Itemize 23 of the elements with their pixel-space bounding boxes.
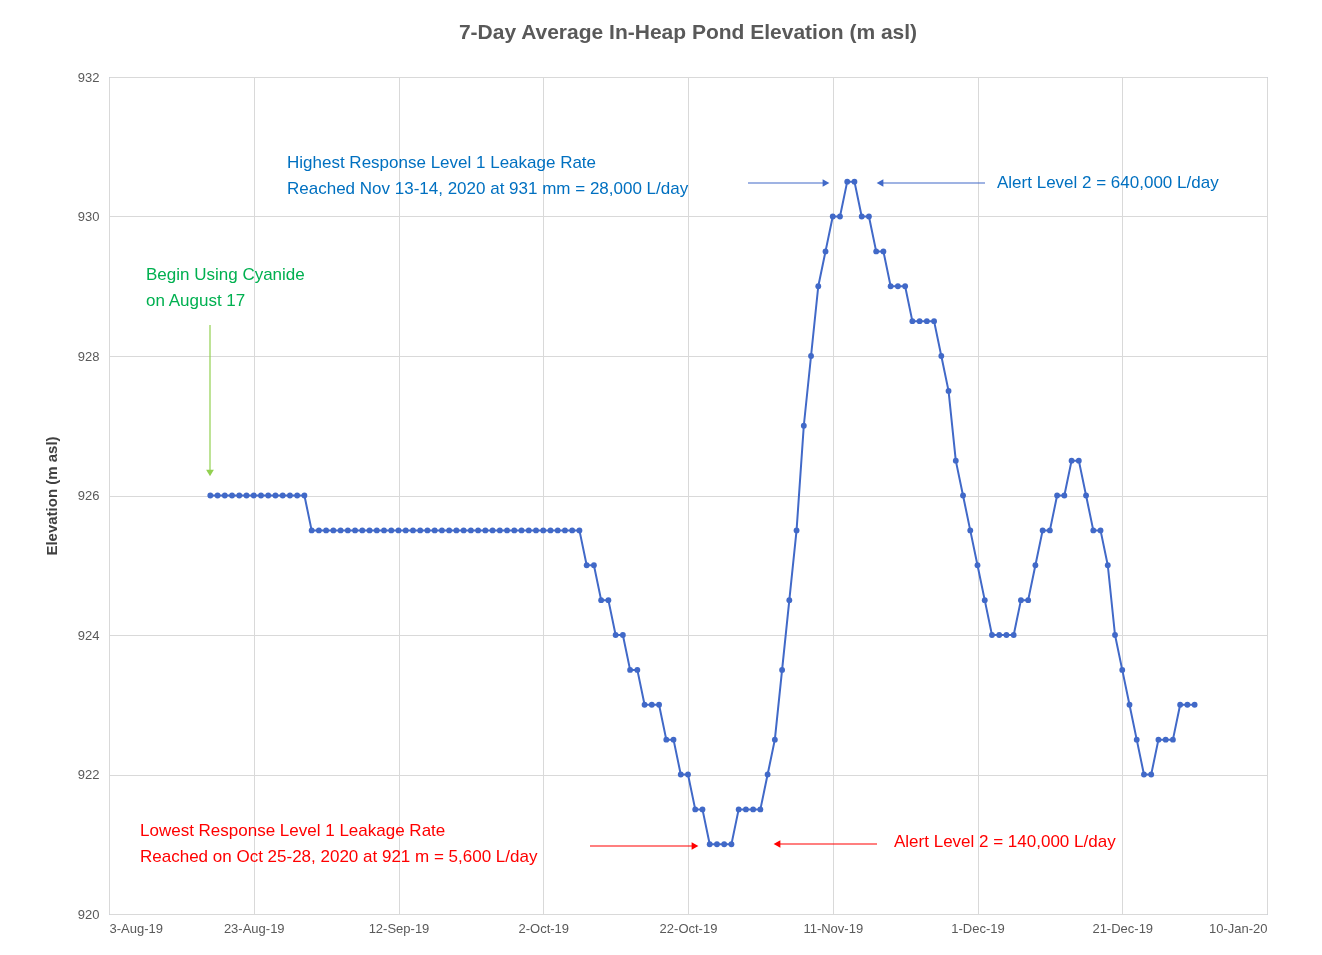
x-tick-label: 2-Oct-19 [518, 920, 570, 936]
y-tick-label: 928 [77, 348, 100, 364]
x-tick-label: 3-Aug-19 [109, 920, 163, 936]
y-tick-label: 926 [77, 488, 100, 503]
annotation: Highest Response Level 1 Leakage Rate Reached Nov 13-14, 2020 at 931 mm = 28,000 L/day [287, 153, 689, 198]
y-tick-label: 932 [77, 69, 100, 85]
y-tick-label: 920 [77, 906, 100, 922]
annotation: Begin Using Cyanide on August 17 [146, 265, 305, 310]
x-tick-label: 21-Dec-19 [1092, 920, 1154, 936]
y-tick-label: 924 [77, 627, 100, 643]
x-tick-label: 1-Dec-19 [951, 920, 1005, 936]
y-axis-title: Elevation (m asl) [42, 436, 60, 556]
y-tick-label: 930 [77, 209, 100, 224]
x-tick-label: 23-Aug-19 [223, 920, 285, 936]
annotation: Lowest Response Level 1 Leakage Rate Reached on Oct 25-28, 2020 at 921 m = 5,600 L/day [140, 821, 538, 866]
x-tick-label: 22-Oct-19 [659, 920, 718, 936]
chart-title: 7-Day Average In-Heap Pond Elevation (m asl) [458, 20, 918, 43]
x-tick-label: 12-Sep-19 [368, 920, 430, 936]
y-tick-label: 922 [77, 767, 100, 782]
annotation: Alert Level 2 = 640,000 L/day [997, 173, 1220, 192]
x-tick-label: 10-Jan-20 [1208, 920, 1268, 936]
x-tick-label: 11-Nov-19 [803, 920, 864, 936]
annotation: Alert Level 2 = 140,000 L/day [894, 832, 1117, 851]
